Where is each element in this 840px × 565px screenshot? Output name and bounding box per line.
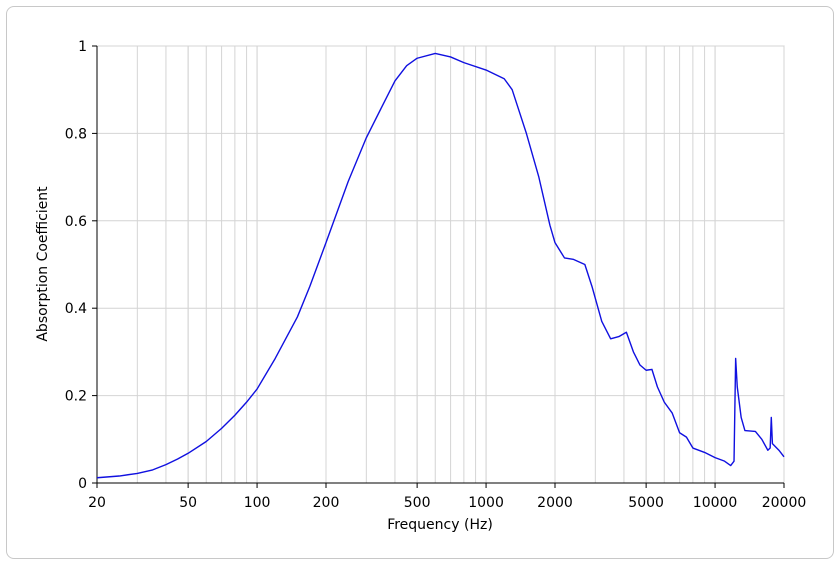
x-tick-label: 20000 xyxy=(762,495,807,511)
y-axis-label: Absorption Coefficient xyxy=(35,186,51,342)
plot-area xyxy=(96,45,785,484)
x-tick-label: 200 xyxy=(313,495,340,511)
x-tick-label: 1000 xyxy=(468,495,504,511)
x-tick-label: 20 xyxy=(88,495,106,511)
y-tick-label: 1 xyxy=(78,39,87,55)
y-tick-label: 0.2 xyxy=(65,389,87,405)
x-tick-label: 500 xyxy=(404,495,431,511)
y-tick-label: 0.6 xyxy=(65,214,87,230)
x-tick-label: 10000 xyxy=(693,495,738,511)
data-line xyxy=(96,52,785,479)
x-tick-label: 2000 xyxy=(537,495,573,511)
x-tick-label: 100 xyxy=(244,495,271,511)
x-tick-label: 5000 xyxy=(628,495,664,511)
y-tick-label: 0.4 xyxy=(65,301,87,317)
y-tick-label: 0.8 xyxy=(65,126,87,142)
x-tick-label: 50 xyxy=(179,495,197,511)
y-tick-label: 0 xyxy=(78,476,87,492)
x-axis-label: Frequency (Hz) xyxy=(387,517,493,533)
